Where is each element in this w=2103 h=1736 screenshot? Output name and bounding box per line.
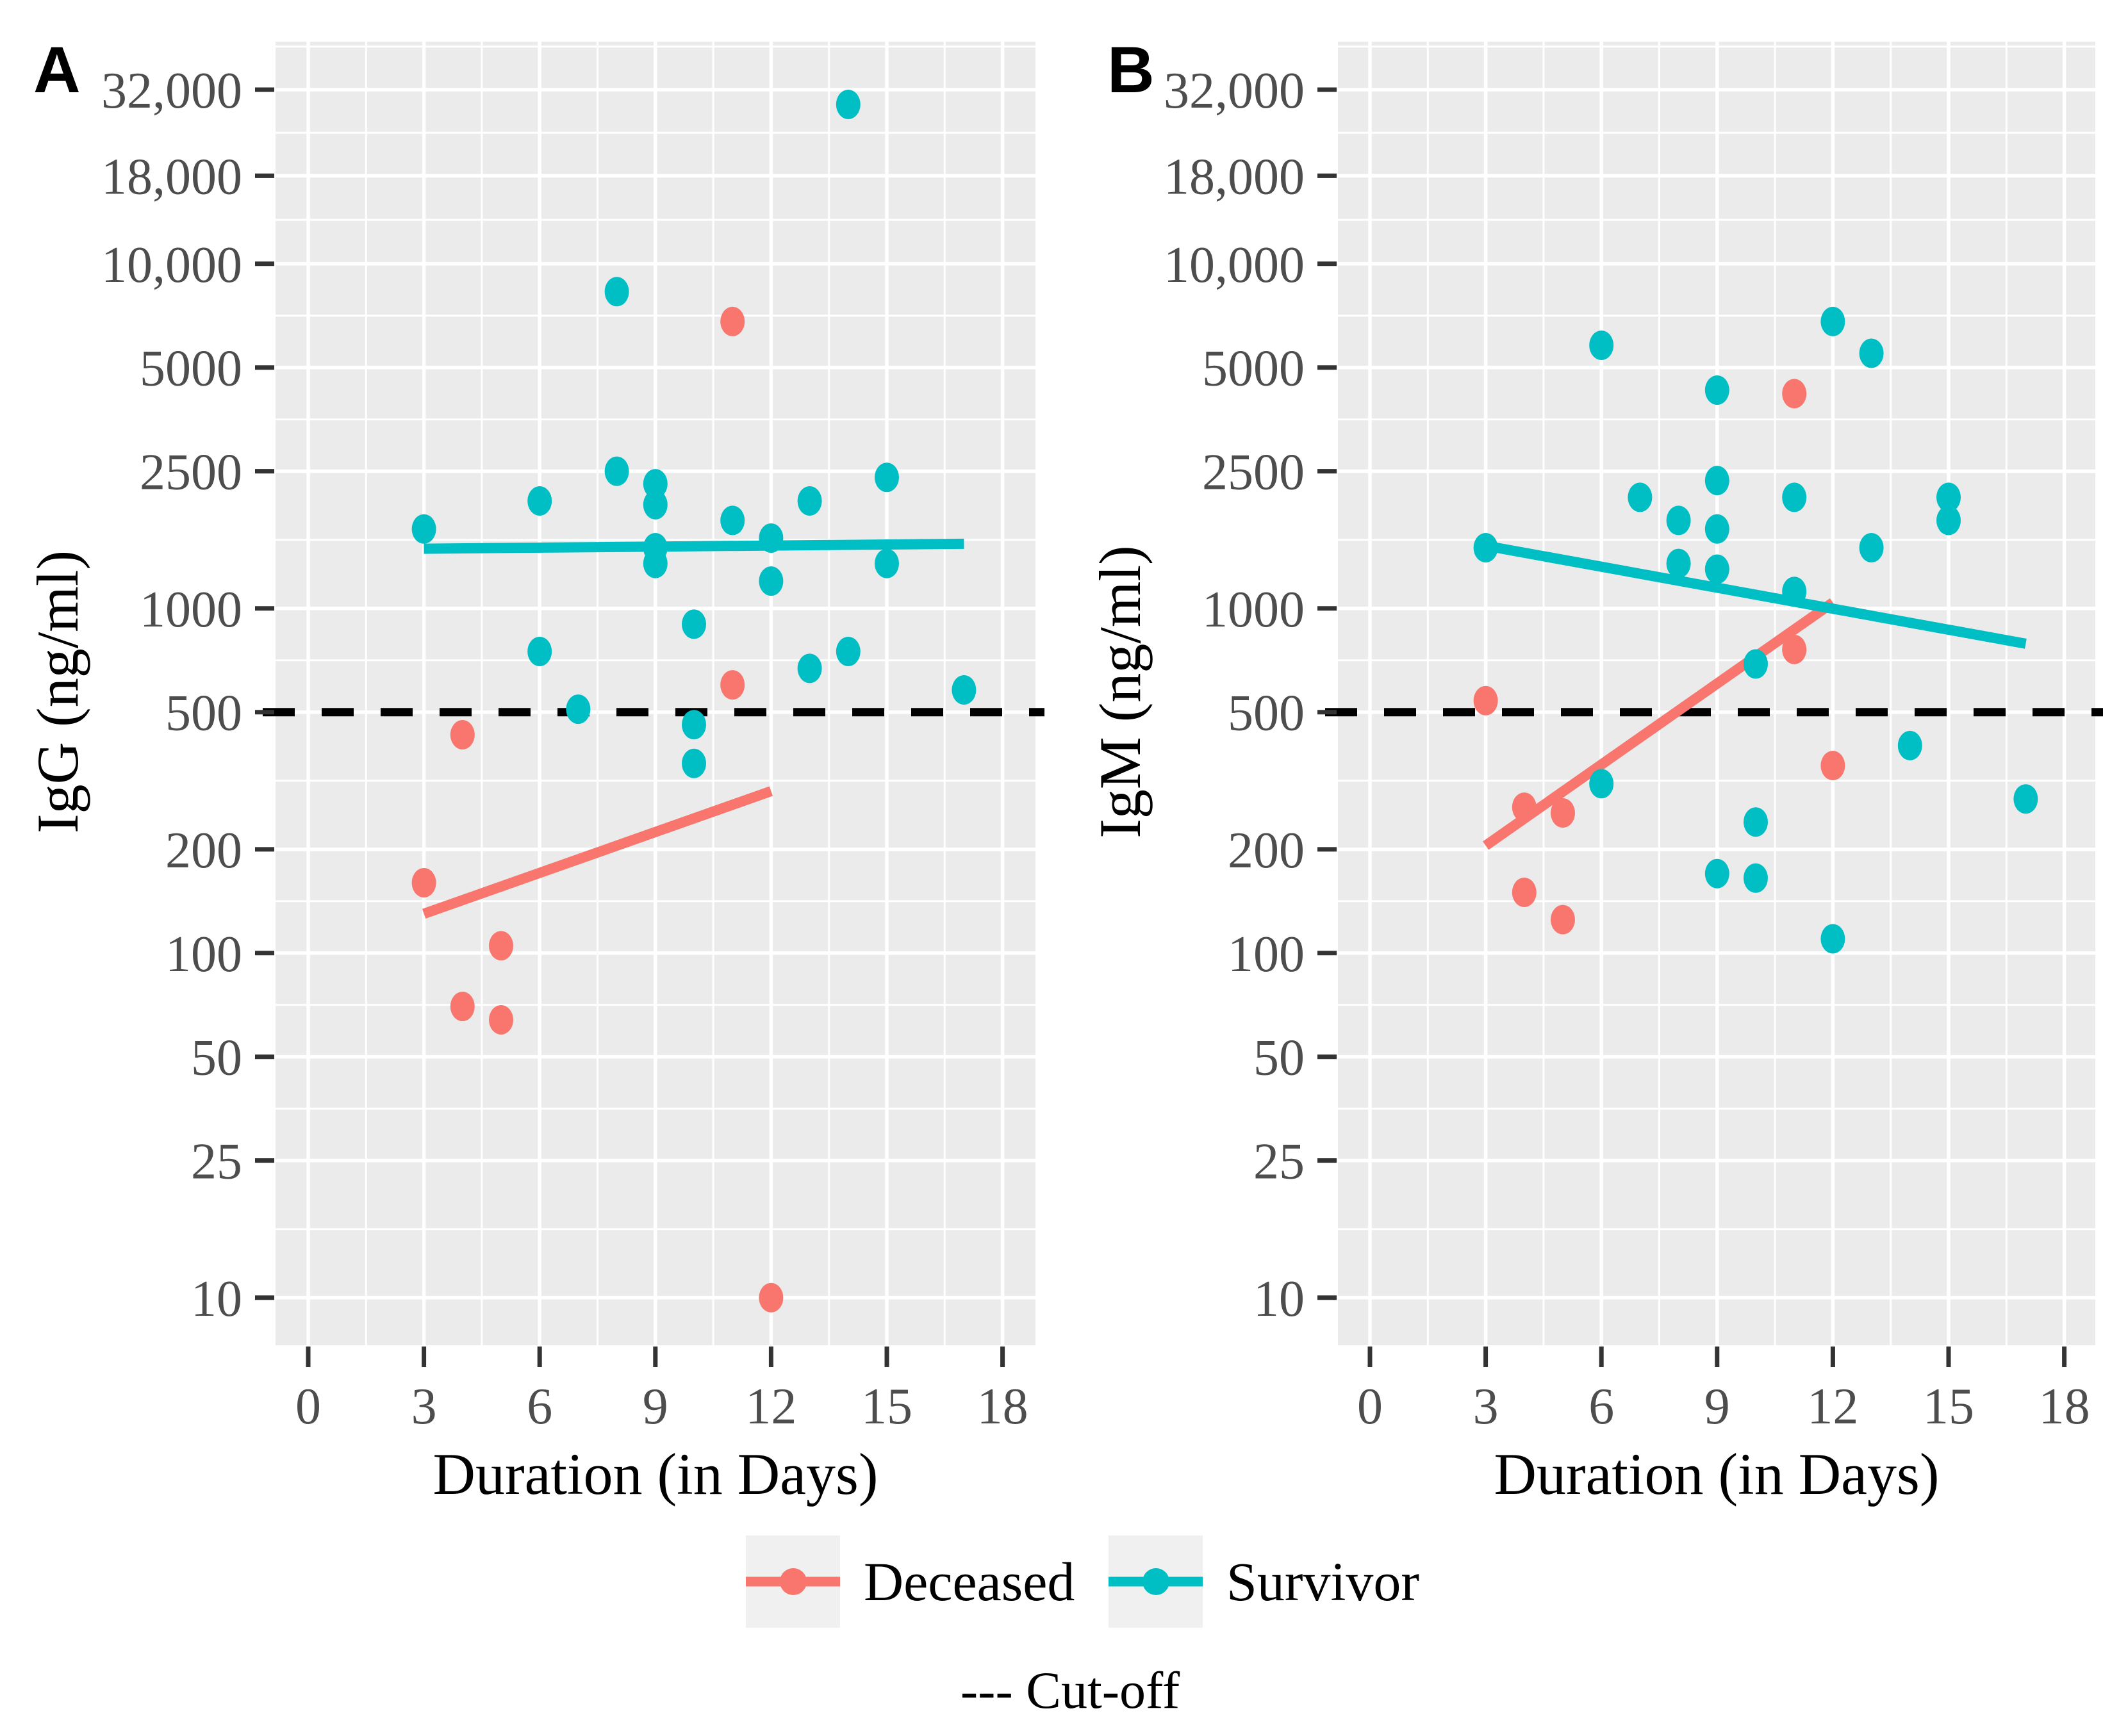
panel-b-y-axis-title: IgM (ng/ml)	[1087, 545, 1153, 839]
svg-text:500: 500	[165, 685, 242, 742]
y-tick-labels: 32,000 18,000 10,000 5000 2500 1000 500 200 100 5…	[101, 63, 242, 1327]
svg-text:1000: 1000	[140, 582, 242, 638]
svg-text:3: 3	[1473, 1379, 1499, 1435]
svg-text:32,000: 32,000	[101, 63, 242, 119]
svg-text:0: 0	[295, 1379, 321, 1435]
y-tick-labels: 32,000 18,000 10,000 5000 2500 1000 500 200 100 5…	[1164, 63, 1305, 1327]
svg-text:200: 200	[1228, 823, 1305, 879]
trend-line-survivor	[424, 538, 964, 554]
x-tick-labels: 0 3 6 9 12 15 18	[295, 1379, 1028, 1435]
x-tick-labels: 0 3 6 9 12 15 18	[1357, 1379, 2090, 1435]
points-deceased	[1473, 379, 1845, 935]
svg-text:10,000: 10,000	[1164, 237, 1305, 293]
legend-key-deceased	[746, 1535, 840, 1628]
legend-label-deceased: Deceased	[864, 1551, 1075, 1612]
svg-text:25: 25	[1253, 1134, 1305, 1190]
axis-tick-marks	[1317, 87, 2067, 1367]
svg-text:50: 50	[1253, 1030, 1305, 1086]
trend-line-deceased	[422, 786, 773, 919]
svg-text:18: 18	[977, 1379, 1028, 1435]
svg-text:2500: 2500	[140, 445, 242, 501]
deceased-point-swatch	[779, 1568, 807, 1595]
svg-text:10: 10	[191, 1271, 242, 1327]
svg-text:6: 6	[1588, 1379, 1614, 1435]
svg-text:50: 50	[191, 1030, 242, 1086]
svg-text:12: 12	[1807, 1379, 1858, 1435]
survivor-point-swatch	[1142, 1568, 1169, 1595]
points-survivor	[411, 90, 977, 778]
svg-text:32,000: 32,000	[1164, 63, 1305, 119]
svg-text:18,000: 18,000	[1164, 149, 1305, 205]
svg-text:5000: 5000	[140, 341, 242, 397]
svg-text:18,000: 18,000	[101, 149, 242, 205]
axis-tick-marks	[255, 87, 1005, 1367]
panel-a-x-axis-title: Duration (in Days)	[433, 1441, 878, 1507]
trend-line-survivor	[1485, 541, 2027, 649]
svg-text:25: 25	[191, 1134, 242, 1190]
trend-line-deceased	[1483, 598, 1836, 850]
legend-label-survivor: Survivor	[1226, 1551, 1419, 1612]
svg-text:3: 3	[411, 1379, 437, 1435]
svg-text:6: 6	[527, 1379, 552, 1435]
svg-text:12: 12	[745, 1379, 796, 1435]
major-gridlines	[276, 42, 1035, 1345]
svg-text:10,000: 10,000	[101, 237, 242, 293]
svg-text:200: 200	[165, 823, 242, 879]
svg-text:9: 9	[643, 1379, 668, 1435]
cutoff-legend-note: --- Cut-off	[960, 1661, 1180, 1719]
svg-text:500: 500	[1228, 685, 1305, 742]
svg-text:9: 9	[1704, 1379, 1730, 1435]
points-deceased	[411, 306, 784, 1313]
svg-text:0: 0	[1357, 1379, 1383, 1435]
panel-b-x-axis-title: Duration (in Days)	[1494, 1441, 1940, 1507]
panel-a-tag: A	[33, 33, 81, 106]
panel-a-y-axis-title: IgG (ng/ml)	[25, 550, 90, 834]
svg-text:10: 10	[1253, 1271, 1305, 1327]
svg-text:15: 15	[1923, 1379, 1974, 1435]
svg-text:18: 18	[2039, 1379, 2090, 1435]
svg-text:100: 100	[1228, 926, 1305, 983]
svg-text:2500: 2500	[1202, 445, 1305, 501]
svg-text:100: 100	[165, 926, 242, 983]
panel-b-tag: B	[1107, 33, 1155, 106]
minor-gridlines	[1338, 42, 2095, 1345]
svg-text:5000: 5000	[1202, 341, 1305, 397]
legend-key-survivor	[1109, 1535, 1203, 1628]
points-survivor	[1473, 306, 2038, 954]
svg-text:1000: 1000	[1202, 582, 1305, 638]
svg-text:15: 15	[861, 1379, 912, 1435]
panel-b-chart: 32,00018,00010,0005000250010005002001005…	[1164, 42, 2103, 1435]
panel-a-chart: 32,00018,00010,0005000250010005002001005…	[101, 42, 1044, 1435]
